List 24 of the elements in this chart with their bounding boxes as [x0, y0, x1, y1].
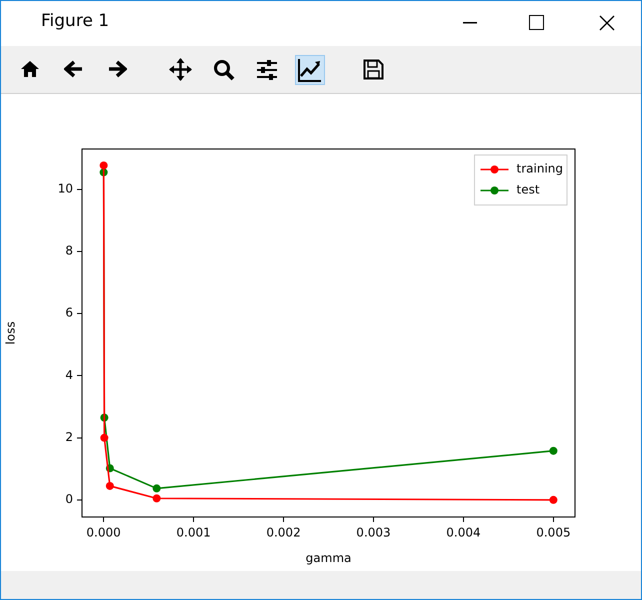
x-tick-label: 0.000 — [86, 525, 121, 540]
caption: Figure 1 — [41, 11, 110, 31]
legend-label: test — [516, 182, 540, 197]
x-tick-label: 0.003 — [356, 525, 391, 540]
point — [152, 494, 161, 502]
point — [549, 496, 558, 504]
y-axis-title: loss — [3, 321, 18, 345]
y-tick-label: 6 — [65, 306, 73, 320]
point — [152, 484, 161, 492]
y-tick-label: 2 — [65, 430, 73, 444]
y-tick-label: 10 — [58, 181, 73, 196]
point — [100, 161, 108, 170]
y-tick-label: 4 — [65, 368, 73, 382]
point — [549, 446, 558, 455]
x-tick-label: 0.002 — [266, 525, 301, 540]
x-tick-label: 0.004 — [446, 525, 481, 540]
y-tick-label: 0 — [65, 492, 73, 506]
x-axis-title: gamma — [306, 550, 352, 565]
point — [100, 434, 108, 442]
x-tick-label: 0.001 — [176, 525, 211, 540]
point — [106, 482, 114, 490]
x-tick-label: 0.005 — [536, 525, 571, 540]
y-tick-label: 8 — [65, 244, 73, 258]
legend-label: training — [516, 162, 564, 176]
